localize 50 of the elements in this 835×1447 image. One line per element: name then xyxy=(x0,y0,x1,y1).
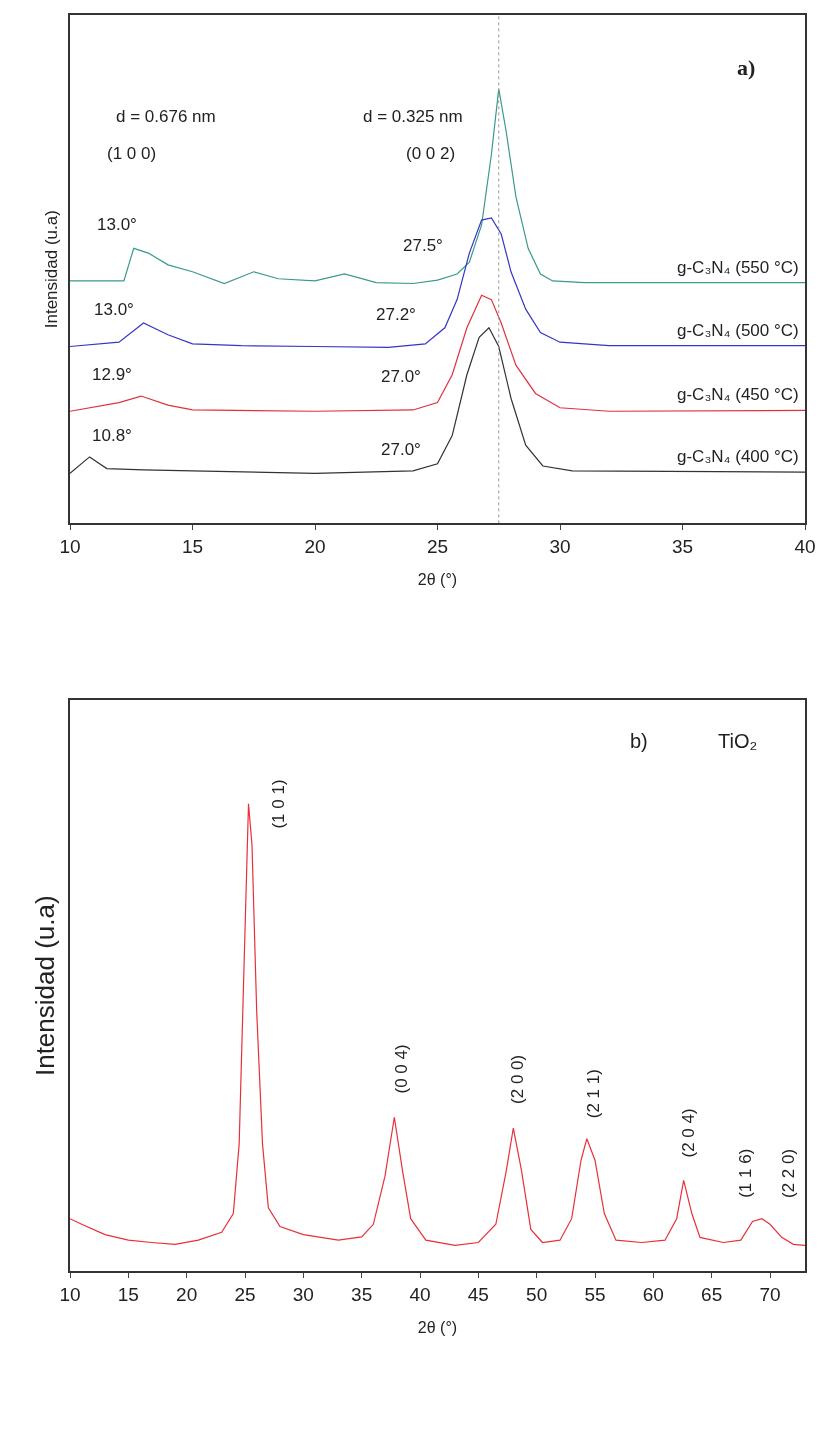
y-axis-title: Intensidad (u.a) xyxy=(42,210,62,329)
x-tick-label: 15 xyxy=(181,535,204,557)
annotation: 27.2° xyxy=(376,305,416,324)
x-tick-label: 10 xyxy=(59,1283,81,1305)
text: TiO₂ xyxy=(718,730,758,752)
x-axis-title: 2θ (°) xyxy=(417,1318,458,1336)
annotation: (1 1 6) xyxy=(736,1148,756,1198)
annotation: (0 0 2) xyxy=(406,144,456,163)
annotation: (1 0 1) xyxy=(269,779,289,829)
x-tick-label: 35 xyxy=(671,535,694,557)
annotation: d = 0.676 nm xyxy=(116,107,216,126)
annotation: (1 0 0) xyxy=(107,144,157,163)
x-tick-label: 15 xyxy=(117,1283,139,1305)
x-tick-label: 10 xyxy=(59,535,81,557)
x-tick-label: 25 xyxy=(234,1283,256,1305)
x-axis-title: 2θ (°) xyxy=(417,571,458,589)
annotation: (2 1 1) xyxy=(584,1069,604,1119)
annotation: (2 2 0) xyxy=(779,1148,799,1199)
annotation: 27.5° xyxy=(403,236,443,255)
x-tick-label: 25 xyxy=(426,535,449,557)
annotation: (2 0 4) xyxy=(679,1108,699,1158)
series-label: g-C₃N₄ (450 °C) xyxy=(677,385,799,404)
x-tick-label: 20 xyxy=(304,535,326,557)
text: a) xyxy=(737,55,756,80)
annotation: 12.9° xyxy=(92,365,132,384)
annotation: 27.0° xyxy=(381,440,421,459)
annotation: 13.0° xyxy=(94,300,134,319)
x-tick-label: 40 xyxy=(409,1283,431,1305)
x-tick-label: 35 xyxy=(351,1283,373,1305)
x-tick-label: 50 xyxy=(526,1283,548,1305)
x-tick-label: 40 xyxy=(794,535,816,557)
x-tick-label: 30 xyxy=(549,535,571,557)
x-tick-label: 70 xyxy=(759,1283,781,1305)
annotation: (0 0 4) xyxy=(392,1044,412,1094)
annotation: 13.0° xyxy=(97,215,137,234)
annotation: (2 0 0) xyxy=(508,1054,528,1104)
y-axis-title: Intensidad (u.a) xyxy=(30,895,61,1077)
series-label: g-C₃N₄ (400 °C) xyxy=(677,447,799,466)
series-label: g-C₃N₄ (500 °C) xyxy=(677,321,799,340)
annotation: 10.8° xyxy=(92,426,132,445)
x-tick-label: 45 xyxy=(467,1283,489,1305)
x-tick-label: 60 xyxy=(642,1283,664,1305)
annotation: 27.0° xyxy=(381,367,421,386)
x-tick-label: 65 xyxy=(701,1283,723,1305)
x-tick-label: 20 xyxy=(176,1283,198,1305)
text: b) xyxy=(630,730,648,752)
annotation: d = 0.325 nm xyxy=(363,107,463,126)
series-label: g-C₃N₄ (550 °C) xyxy=(677,258,799,277)
x-tick-label: 55 xyxy=(584,1283,606,1305)
x-tick-label: 30 xyxy=(292,1283,314,1305)
